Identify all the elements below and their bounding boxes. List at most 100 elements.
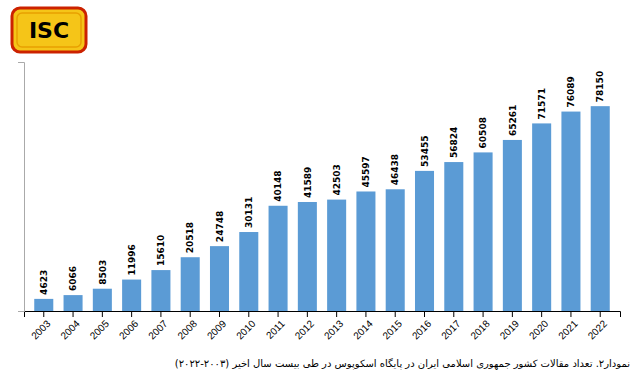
x-tick-mark (512, 311, 513, 317)
data-label: 65261 (508, 105, 518, 136)
bar (64, 295, 83, 311)
data-label: 40148 (273, 170, 283, 201)
x-tick-label: 2015 (381, 318, 405, 342)
x-tick-label: 2017 (439, 318, 463, 342)
bar (151, 270, 170, 311)
bar (415, 171, 434, 311)
data-label: 71571 (537, 88, 547, 119)
data-label: 20518 (185, 222, 195, 253)
bar (532, 123, 551, 311)
x-tick: 2017 (439, 311, 463, 342)
x-tick-label: 2006 (117, 318, 141, 342)
x-tick-mark (570, 311, 571, 317)
x-tick: 2020 (527, 311, 551, 342)
x-tick: 2021 (556, 311, 580, 342)
bar (386, 189, 405, 311)
bar (327, 200, 346, 311)
x-tick-mark (73, 311, 74, 317)
bar (181, 257, 200, 311)
x-tick-mark (278, 311, 279, 317)
data-labels: 4623606685031199615610205182474830131401… (39, 71, 605, 295)
x-tick: 2012 (293, 311, 317, 342)
x-tick-label: 2011 (264, 318, 287, 341)
x-tick-mark (483, 311, 484, 317)
data-label: 42503 (332, 164, 342, 195)
x-tick: 2019 (498, 311, 522, 342)
x-tick-mark (424, 311, 425, 317)
bar (591, 106, 610, 311)
x-tick-mark (453, 311, 454, 317)
y-axis (18, 63, 25, 312)
bar (210, 246, 229, 311)
bars (34, 106, 609, 311)
x-tick: 2013 (322, 311, 346, 342)
data-label: 60508 (478, 117, 488, 148)
annotation: ISC (29, 18, 69, 43)
x-tick: 2014 (351, 311, 375, 342)
x-tick-label: 2022 (586, 318, 610, 342)
x-tick-label: 2012 (293, 318, 317, 342)
data-label: 8503 (97, 260, 107, 285)
x-tick-label: 2020 (527, 318, 551, 342)
x-tick-mark (541, 311, 542, 317)
x-tick-mark (43, 311, 44, 317)
bar (298, 202, 317, 311)
data-label: 46438 (390, 154, 400, 185)
bar (444, 162, 463, 311)
data-label: 11996 (127, 244, 137, 275)
logo: ISC (12, 8, 86, 52)
data-label: 4623 (39, 270, 49, 295)
x-tick: 2006 (117, 311, 141, 342)
x-tick-label: 2010 (234, 318, 258, 342)
x-axis-line (25, 312, 621, 318)
x-tick: 2009 (205, 311, 229, 342)
logo-box (12, 8, 86, 52)
data-label: 78150 (595, 71, 605, 102)
x-tick: 2007 (146, 311, 170, 342)
x-tick-mark (336, 311, 337, 317)
x-tick-label: 2003 (29, 318, 53, 342)
bar (503, 140, 522, 311)
x-tick: 2003 (29, 311, 53, 342)
x-tick-mark (307, 311, 308, 317)
bar (93, 289, 112, 311)
x-tick-label: 2005 (88, 318, 112, 342)
x-tick-mark (102, 311, 103, 317)
x-tick: 2010 (234, 311, 258, 342)
x-tick-mark (365, 311, 366, 317)
x-tick-label: 2013 (322, 318, 346, 342)
x-tick: 2016 (410, 311, 434, 342)
x-tick: 2008 (175, 311, 199, 342)
caption: نمودار۲. تعداد مقالات کشور جمهوری اسلامی… (175, 358, 630, 370)
bar (561, 112, 580, 311)
x-tick-mark (131, 311, 132, 317)
bar (474, 152, 493, 311)
x-tick-label: 2019 (498, 318, 522, 342)
bar (34, 299, 53, 311)
y-axis-line (18, 63, 25, 312)
data-label: 45597 (361, 156, 371, 187)
x-tick: 2022 (586, 311, 610, 342)
data-label: 56824 (449, 127, 459, 158)
x-tick-label: 2004 (58, 318, 82, 342)
x-tick-label: 2021 (556, 318, 580, 342)
x-tick-label: 2014 (351, 318, 375, 342)
x-tick-mark (190, 311, 191, 317)
x-tick-mark (600, 311, 601, 317)
data-label: 76089 (566, 76, 576, 107)
x-tick-mark (248, 311, 249, 317)
data-label: 30131 (244, 197, 254, 228)
x-tick-mark (219, 311, 220, 317)
x-tick-mark (395, 311, 396, 317)
bar (356, 191, 375, 311)
x-tick: 2015 (381, 311, 405, 342)
chart: 4623606685031199615610205182474830131401… (0, 0, 640, 375)
data-label: 6066 (68, 266, 78, 291)
data-label: 24748 (215, 211, 225, 242)
x-tick: 2004 (58, 311, 82, 342)
data-label: 41589 (303, 167, 313, 198)
x-tick-label: 2016 (410, 318, 434, 342)
x-axis: 20032004200520062007200820092010 2011 2012… (25, 311, 621, 342)
x-tick-label: 2009 (205, 318, 229, 342)
x-tick-mark (160, 311, 161, 317)
